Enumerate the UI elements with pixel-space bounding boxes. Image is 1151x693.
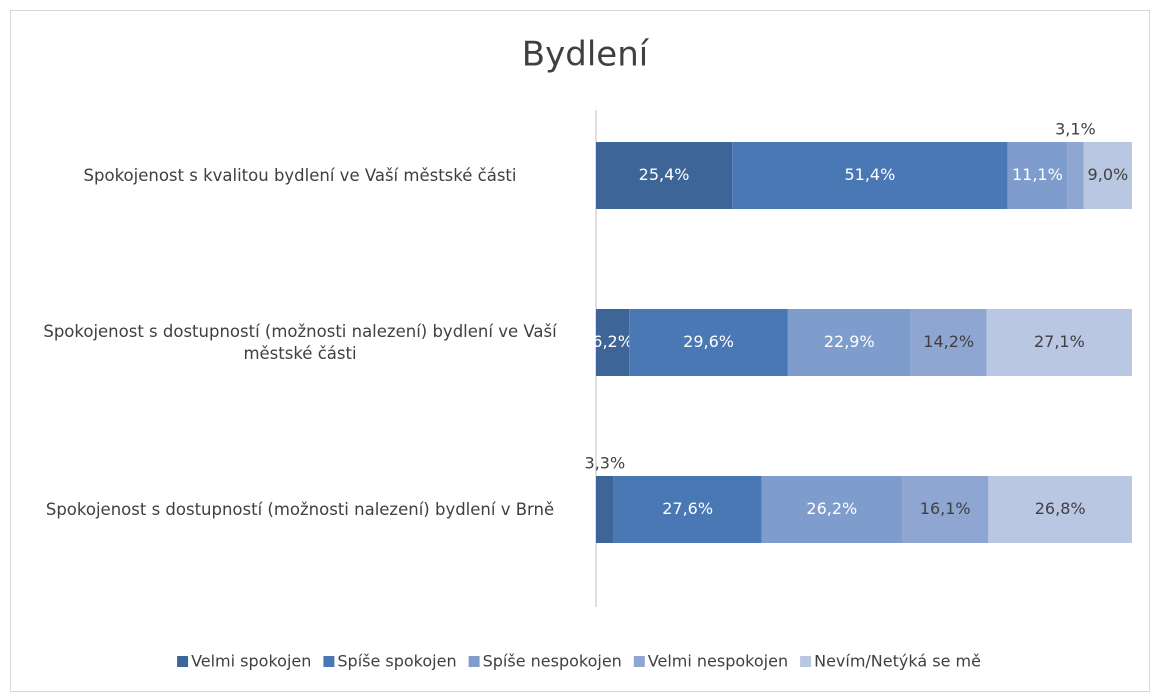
chart-title: Bydlení — [522, 35, 650, 75]
data-label: 9,0% — [1088, 165, 1129, 184]
category-label: Spokojenost s dostupností (možnosti nale… — [43, 321, 557, 363]
legend-label: Velmi nespokojen — [648, 652, 788, 671]
legend-label: Spíše spokojen — [337, 652, 456, 671]
bar-segment — [732, 142, 1008, 209]
data-label: 6,2% — [592, 332, 633, 351]
data-label: 27,6% — [662, 499, 713, 518]
bar-segment — [596, 142, 733, 209]
bar-segment — [613, 476, 762, 543]
bar-segment — [986, 309, 1132, 376]
bar-segment — [787, 309, 911, 376]
category-label: Spokojenost s dostupností (možnosti nale… — [45, 499, 555, 519]
legend-label: Velmi spokojen — [191, 652, 311, 671]
data-label: 29,6% — [683, 332, 734, 351]
legend-label: Spíše nespokojen — [483, 652, 622, 671]
bar-segment — [1083, 142, 1132, 209]
data-label: 3,1% — [1055, 120, 1096, 139]
legend-swatch — [800, 656, 812, 667]
data-label: 27,1% — [1034, 332, 1085, 351]
bar-segment — [988, 476, 1132, 543]
legend-swatch — [468, 656, 480, 667]
data-label: 51,4% — [844, 165, 895, 184]
data-label: 25,4% — [639, 165, 690, 184]
legend-swatch — [323, 656, 335, 667]
data-label: 14,2% — [923, 332, 974, 351]
data-label: 22,9% — [824, 332, 875, 351]
data-label: 26,2% — [806, 499, 857, 518]
legend-swatch — [177, 656, 189, 667]
bar-segment — [629, 309, 788, 376]
bar-segment — [596, 309, 630, 376]
data-label: 26,8% — [1035, 499, 1086, 518]
bar-segment — [1007, 142, 1068, 209]
category-label: Spokojenost s kvalitou bydlení ve Vaší m… — [83, 165, 517, 185]
legend-swatch — [633, 656, 645, 667]
bar-segment — [596, 476, 614, 543]
bar-segment — [1067, 142, 1084, 209]
data-label: 16,1% — [920, 499, 971, 518]
bar-segment — [761, 476, 903, 543]
bar-segment — [902, 476, 989, 543]
chart-border — [10, 10, 1150, 692]
bar-segment — [910, 309, 987, 376]
data-label: 3,3% — [585, 454, 626, 473]
legend-label: Nevím/Netýká se mě — [814, 652, 981, 671]
data-label: 11,1% — [1012, 165, 1063, 184]
